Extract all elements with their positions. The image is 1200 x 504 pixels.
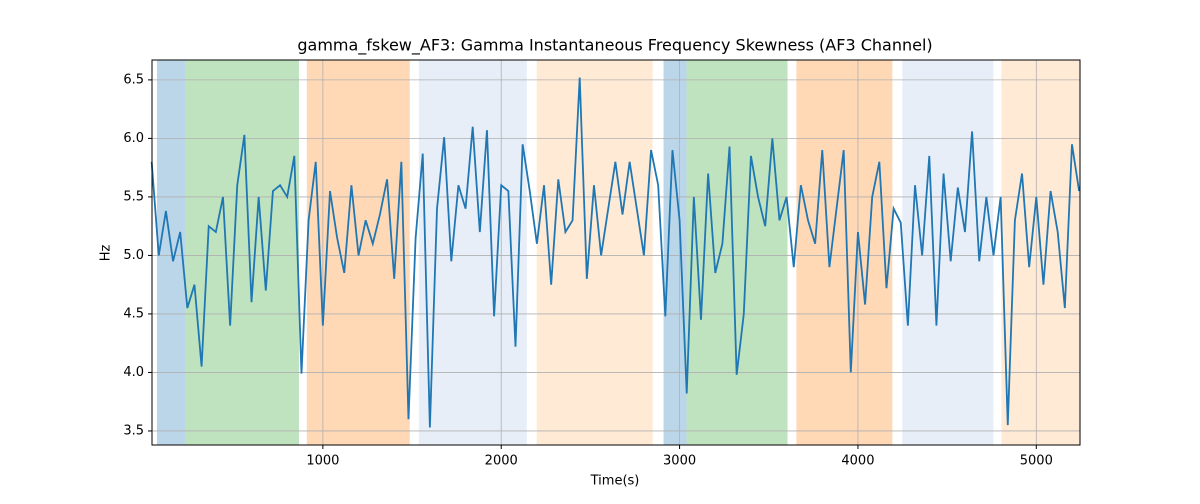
x-tick-label: 3000	[663, 454, 696, 469]
span	[796, 60, 893, 445]
y-tick-label: 6.5	[123, 72, 144, 87]
x-axis-label: Time(s)	[590, 474, 640, 489]
y-tick-label: 5.0	[123, 248, 144, 263]
x-tick-label: 2000	[485, 454, 518, 469]
y-tick-label: 4.0	[123, 365, 144, 380]
y-tick-label: 6.0	[123, 131, 144, 146]
span	[418, 60, 527, 445]
y-axis-label: Hz	[99, 245, 114, 262]
y-tick-label: 4.5	[123, 306, 144, 321]
span	[686, 60, 788, 445]
span	[184, 60, 299, 445]
chart-title: gamma_fskew_AF3: Gamma Instantaneous Fre…	[297, 36, 932, 56]
span	[536, 60, 653, 445]
y-tick-label: 5.5	[123, 189, 144, 204]
x-tick-label: 4000	[841, 454, 874, 469]
y-tick-label: 3.5	[123, 423, 144, 438]
span	[663, 60, 687, 445]
x-tick-label: 1000	[306, 454, 339, 469]
x-tick-label: 5000	[1020, 454, 1053, 469]
line	[150, 77, 1080, 428]
plot-frame	[151, 59, 1081, 446]
